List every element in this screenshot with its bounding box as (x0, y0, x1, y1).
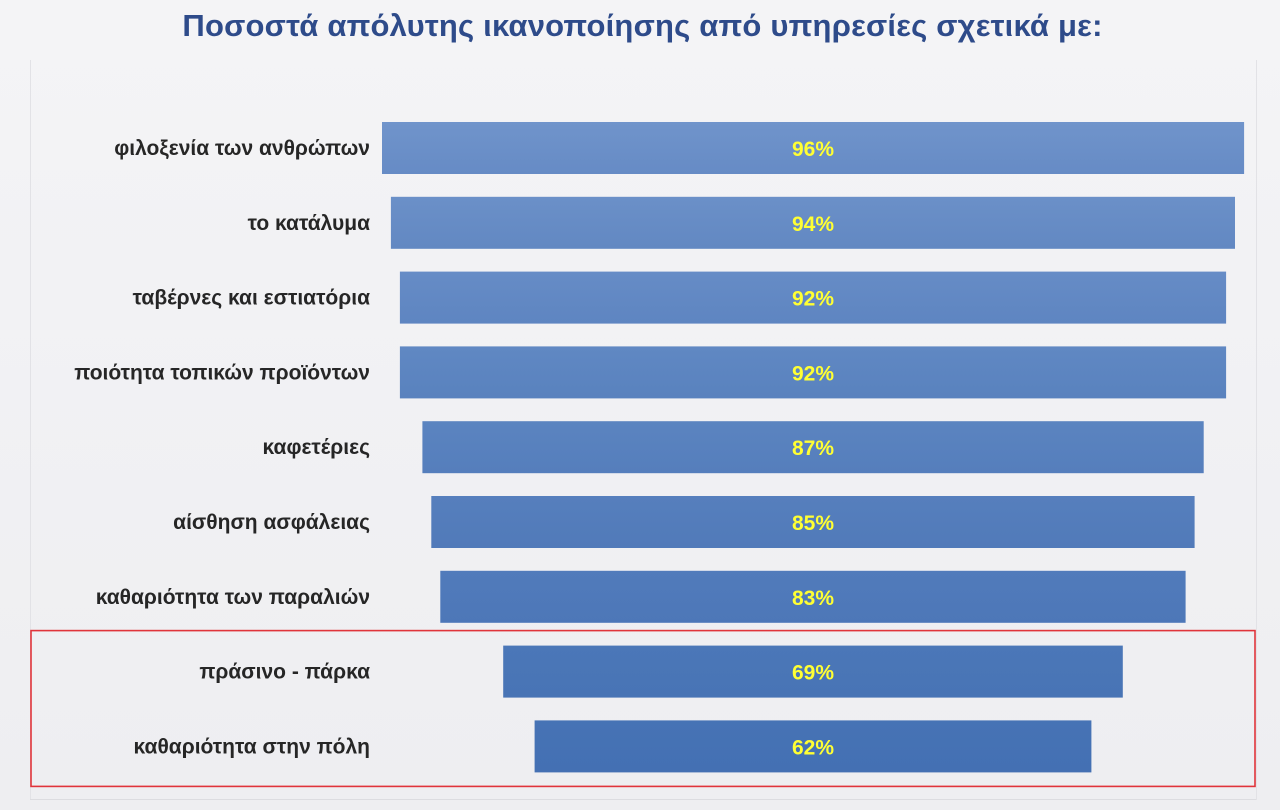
value-label-5: 87% (792, 437, 834, 460)
frame-border-bottom (30, 799, 1256, 800)
frame-border-left (30, 60, 31, 800)
value-label-7: 83% (792, 587, 834, 610)
category-label-2: το κατάλυμα (248, 212, 371, 235)
frame-border-right (1256, 60, 1257, 800)
chart-title: Ποσοστά απόλυτης ικανοποίησης από υπηρεσ… (182, 8, 1103, 43)
bar-7 (440, 570, 1186, 623)
value-label-8: 69% (792, 662, 834, 685)
bar-8 (503, 645, 1123, 698)
value-label-3: 92% (792, 288, 834, 311)
bar-9 (534, 720, 1092, 773)
highlight-box (30, 629, 1256, 788)
value-label-4: 92% (792, 362, 834, 385)
bar-1 (382, 122, 1245, 174)
category-label-7: καθαριότητα των παραλιών (96, 586, 370, 609)
bar-5 (422, 421, 1204, 474)
bar-6 (431, 496, 1195, 548)
category-label-5: καφετέριες (263, 436, 371, 459)
category-label-4: ποιότητα τοπικών προϊόντων (74, 361, 370, 384)
value-label-9: 62% (792, 736, 834, 759)
bar-2 (390, 196, 1235, 249)
category-label-6: αίσθηση ασφάλειας (173, 511, 370, 534)
bars-group (382, 122, 1245, 773)
value-label-1: 96% (792, 138, 834, 161)
value-label-2: 94% (792, 213, 834, 236)
category-label-3: ταβέρνες και εστιατόρια (133, 287, 370, 310)
bar-3 (399, 271, 1227, 324)
value-label-6: 85% (792, 512, 834, 535)
category-label-9: καθαριότητα στην πόλη (134, 735, 370, 758)
value-labels: 96% 94% 92% 92% 87% 85% 83% 69% 62% (792, 138, 834, 759)
bar-4 (399, 346, 1227, 399)
category-label-1: φιλοξενία των ανθρώπων (114, 137, 370, 160)
category-label-8: πράσινο - πάρκα (199, 661, 370, 684)
category-labels: φιλοξενία των ανθρώπων το κατάλυμα ταβέρνε… (74, 137, 370, 758)
